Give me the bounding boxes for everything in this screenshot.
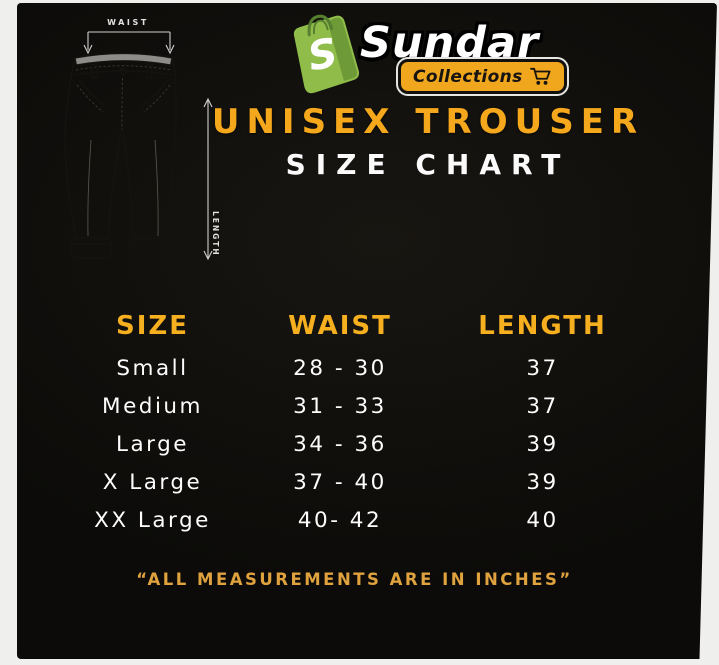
size-table: SIZE WAIST LENGTH Small 28 - 30 37 Mediu… <box>40 303 670 539</box>
col-header-length: LENGTH <box>478 311 607 341</box>
table-row: Small 28 - 30 37 <box>40 349 670 387</box>
length-measure-arrow <box>203 97 213 261</box>
table-row: X Large 37 - 40 39 <box>40 463 670 501</box>
collections-badge-label: Collections <box>413 66 523 87</box>
cell-waist: 37 - 40 <box>293 469 387 495</box>
measurements-footnote: “ALL MEASUREMENTS ARE IN INCHES” <box>136 570 573 589</box>
cell-waist: 34 - 36 <box>293 431 387 457</box>
cell-length: 39 <box>526 431 559 457</box>
size-chart-card <box>17 3 717 659</box>
cell-waist: 40- 42 <box>297 507 383 533</box>
cell-length: 37 <box>526 355 559 381</box>
length-label: LENGTH <box>211 211 220 257</box>
col-header-waist: WAIST <box>288 311 392 341</box>
cell-size: Small <box>116 355 189 381</box>
page-subtitle: SIZE CHART <box>285 148 571 181</box>
waist-measure-arrows <box>83 31 175 55</box>
table-row: Medium 31 - 33 37 <box>40 387 670 425</box>
table-header-row: SIZE WAIST LENGTH <box>40 303 670 349</box>
waist-label: WAIST <box>107 18 149 27</box>
cell-waist: 31 - 33 <box>293 393 387 419</box>
cell-length: 37 <box>526 393 559 419</box>
cell-size: Medium <box>102 393 203 419</box>
table-row: Large 34 - 36 39 <box>40 425 670 463</box>
cell-waist: 28 - 30 <box>293 355 387 381</box>
collections-badge: Collections <box>398 59 567 94</box>
cell-size: Large <box>116 431 189 457</box>
page-title: UNISEX TROUSER <box>211 102 645 142</box>
cell-length: 39 <box>526 469 559 495</box>
table-row: XX Large 40- 42 40 <box>40 501 670 539</box>
trouser-diagram: WAIST <box>64 18 220 261</box>
trouser-illustration <box>64 52 177 259</box>
shopping-cart-icon <box>529 67 551 85</box>
col-header-size: SIZE <box>115 311 189 341</box>
cell-size: XX Large <box>94 507 211 533</box>
shopify-bag-icon: S <box>293 14 360 94</box>
cell-length: 40 <box>526 507 559 533</box>
cell-size: X Large <box>102 469 203 495</box>
